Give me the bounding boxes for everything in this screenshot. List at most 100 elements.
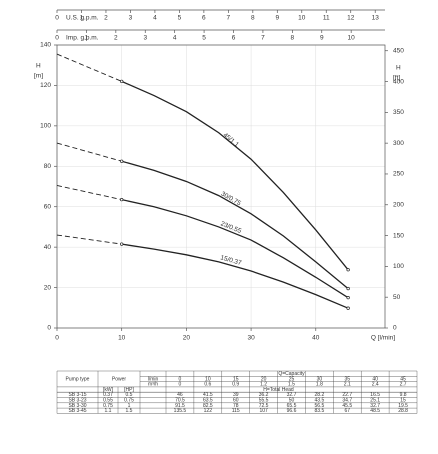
table-cell: 70.5: [175, 397, 185, 403]
table-cell: 122: [204, 408, 213, 414]
curve: [121, 160, 349, 290]
curve-point: [120, 79, 124, 84]
table-header: [HP]: [124, 387, 134, 393]
top-tick-label: 9: [275, 15, 279, 22]
top-tick-label: 8: [291, 35, 295, 42]
x-tick-label: 0: [55, 335, 59, 342]
table-cell: 43.5: [315, 397, 325, 403]
table-header: Q=Capacity: [278, 371, 305, 377]
table-cell: 1.8: [316, 382, 323, 388]
top-tick-label: 2: [114, 35, 118, 42]
top-tick-label: 7: [227, 15, 231, 22]
table-cell: 46: [177, 392, 183, 398]
top-tick-label: 3: [143, 35, 147, 42]
y2-axis-unit: [ft]: [393, 75, 400, 82]
table-cell: 22.7: [342, 392, 352, 398]
table-cell: 25.1: [370, 397, 380, 403]
top-tick-label: 7: [261, 35, 265, 42]
x-axis-label: Q [l/min]: [371, 335, 395, 342]
table-cell: SB 3-15: [68, 392, 86, 398]
top-tick-label: 6: [232, 35, 236, 42]
top-tick-label: 0: [55, 35, 59, 42]
curve-point: [346, 296, 350, 300]
curve-point: [346, 286, 350, 291]
table-cell: 45.5: [342, 403, 352, 409]
top-tick-label: 12: [347, 15, 355, 22]
curve-dashed: [56, 142, 122, 162]
table-cell: 36.2: [259, 392, 269, 398]
y-tick-label: 120: [40, 82, 51, 89]
table-cell: 1.5: [126, 408, 133, 414]
table-cell: 91.5: [175, 403, 185, 409]
y2-tick-label: 250: [393, 171, 404, 178]
table-cell: 15: [400, 397, 406, 403]
table-cell: 2.4: [372, 382, 379, 388]
top-tick-label: 11: [323, 15, 330, 22]
curve-dashed: [56, 53, 122, 82]
table-cell: 67: [344, 408, 350, 414]
y-tick-label: 40: [44, 244, 52, 251]
table-cell: 0.75: [103, 403, 113, 409]
top-tick-label: 5: [202, 35, 206, 42]
table-header: [kW]: [103, 387, 114, 393]
table-cell: 41.5: [203, 392, 213, 398]
top-axis-label: U.S. g.p.m.: [66, 15, 99, 22]
table-cell: 56.5: [315, 403, 325, 409]
table-cell: 96.6: [287, 408, 297, 414]
y2-tick-label: 300: [393, 140, 404, 147]
table-cell: 16.5: [370, 392, 380, 398]
table-cell: 63.5: [203, 397, 213, 403]
top-tick-label: 2: [104, 15, 108, 22]
table-cell: 48.5: [370, 408, 380, 414]
top-tick-label: 1: [85, 35, 89, 42]
table-cell: 45: [400, 376, 406, 382]
y2-tick-label: 450: [393, 47, 404, 54]
table: Pump type Power [kW] [HP] Q=Capacity l/minm³/…: [56, 370, 418, 414]
table-cell: 83.5: [315, 408, 325, 414]
y2-tick-label: 150: [393, 232, 404, 239]
top-tick-label: 9: [320, 35, 324, 42]
top-tick-label: 6: [202, 15, 206, 22]
y-tick-label: 100: [40, 123, 51, 130]
table-header: l/min: [148, 376, 159, 382]
table-cell: 0.75: [124, 397, 134, 403]
y-tick-label: 20: [44, 284, 52, 291]
y2-tick-label: 400: [393, 78, 404, 85]
curve-point: [346, 268, 350, 272]
table-cell: 135.5: [174, 408, 187, 414]
table-cell: SB 3-30: [68, 403, 86, 409]
table-cell: 65.5: [287, 403, 297, 409]
y-tick-label: 60: [44, 203, 52, 210]
curve: [121, 243, 349, 309]
table-cell: 34.7: [342, 397, 352, 403]
curve-point: [120, 242, 124, 246]
table-cell: 9.8: [400, 392, 407, 398]
table-cell: 72.5: [259, 403, 269, 409]
table-cell: 78: [233, 403, 239, 409]
table-cell: 55.5: [259, 397, 269, 403]
table-cell: 40: [372, 376, 378, 382]
x-tick-label: 10: [118, 335, 126, 342]
x-tick-label: 40: [312, 335, 320, 342]
table-cell: 39: [233, 392, 239, 398]
top-tick-label: 8: [251, 15, 255, 22]
table-cell: 28.8: [398, 408, 408, 414]
table-cell: 2.1: [344, 382, 351, 388]
y-tick-label: 140: [40, 42, 51, 49]
x-tick-label: 20: [183, 335, 191, 342]
top-axis-label: Imp. g.p.m.: [66, 35, 99, 42]
y2-tick-label: 50: [393, 294, 401, 301]
table-cell: 0.37: [103, 392, 113, 398]
table-cell: 30: [317, 376, 323, 382]
table-cell: 82.5: [203, 403, 213, 409]
curve: [121, 80, 349, 271]
table-header: Power: [112, 376, 127, 382]
y-axis-label: H: [36, 63, 41, 70]
table-cell: 0.9: [232, 382, 239, 388]
top-tick-label: 10: [298, 15, 306, 22]
y2-tick-label: 200: [393, 201, 404, 208]
curve-point: [120, 197, 124, 202]
y-axis-unit: [m]: [34, 73, 43, 80]
top-tick-label: 3: [129, 15, 133, 22]
